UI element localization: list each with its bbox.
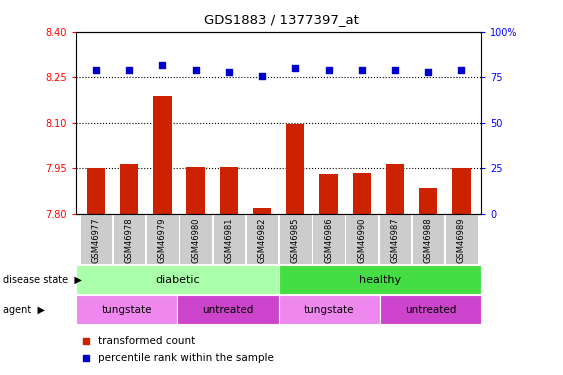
Text: GSM46979: GSM46979 (158, 218, 167, 263)
Bar (153, 96, 172, 214)
Bar (246, 214, 278, 264)
Bar (452, 168, 471, 214)
Text: disease state  ▶: disease state ▶ (3, 275, 82, 285)
Text: healthy: healthy (359, 275, 401, 285)
Bar (186, 167, 205, 214)
Bar (279, 295, 380, 324)
Text: GSM46980: GSM46980 (191, 218, 200, 263)
Bar (319, 174, 338, 214)
Text: tungstate: tungstate (304, 305, 355, 315)
Bar (419, 188, 437, 214)
Text: GSM46985: GSM46985 (291, 218, 300, 263)
Bar (146, 214, 178, 264)
Bar (445, 214, 478, 264)
Point (82, 355, 91, 361)
Bar (220, 167, 238, 214)
Text: transformed count: transformed count (99, 336, 195, 345)
Text: GSM46978: GSM46978 (124, 218, 133, 263)
Point (82, 338, 91, 344)
Bar (253, 208, 271, 214)
Text: GSM46988: GSM46988 (424, 218, 433, 263)
Bar (120, 164, 138, 214)
Bar (87, 168, 105, 214)
Point (391, 67, 400, 73)
Point (424, 69, 433, 75)
Bar (412, 214, 444, 264)
Bar (279, 265, 481, 294)
Point (358, 67, 367, 73)
Bar (213, 214, 245, 264)
Point (91, 67, 100, 73)
Bar (279, 214, 311, 264)
Point (457, 67, 466, 73)
Point (224, 69, 233, 75)
Text: tungstate: tungstate (101, 305, 152, 315)
Bar (180, 214, 212, 264)
Point (324, 67, 333, 73)
Text: GSM46977: GSM46977 (91, 218, 100, 263)
Text: GSM46986: GSM46986 (324, 218, 333, 263)
Bar (79, 214, 112, 264)
Text: untreated: untreated (202, 305, 254, 315)
Bar (177, 295, 279, 324)
Point (257, 72, 266, 78)
Text: percentile rank within the sample: percentile rank within the sample (99, 353, 274, 363)
Bar (380, 295, 481, 324)
Text: GSM46981: GSM46981 (224, 218, 233, 263)
Point (158, 62, 167, 68)
Bar (312, 214, 345, 264)
Bar (379, 214, 411, 264)
Bar (352, 173, 371, 214)
Bar (386, 164, 404, 214)
Point (124, 67, 133, 73)
Text: agent  ▶: agent ▶ (3, 305, 45, 315)
Text: GSM46990: GSM46990 (358, 218, 367, 263)
Text: diabetic: diabetic (155, 275, 200, 285)
Text: GSM46989: GSM46989 (457, 218, 466, 263)
Bar (76, 295, 177, 324)
Bar (346, 214, 378, 264)
Text: GSM46982: GSM46982 (257, 218, 266, 263)
Bar (286, 124, 305, 214)
Point (191, 67, 200, 73)
Text: GDS1883 / 1377397_at: GDS1883 / 1377397_at (204, 13, 359, 26)
Bar (113, 214, 145, 264)
Text: untreated: untreated (405, 305, 457, 315)
Bar (76, 265, 279, 294)
Text: GSM46987: GSM46987 (391, 218, 400, 263)
Point (291, 65, 300, 71)
